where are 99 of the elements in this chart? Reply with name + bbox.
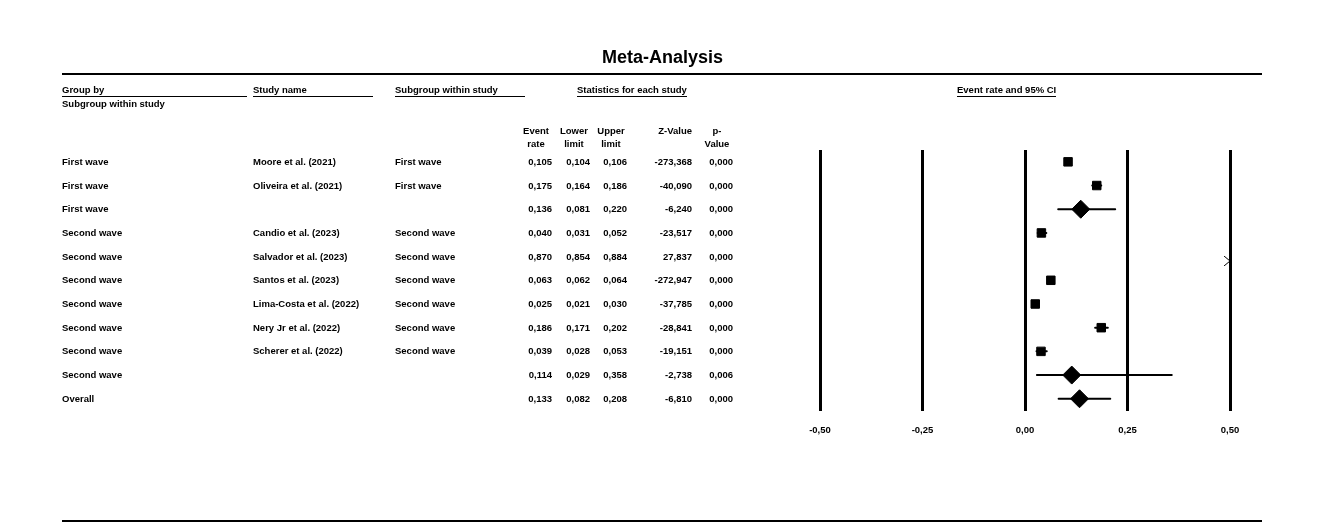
text: Second wave — [62, 345, 123, 357]
text: Second wave — [395, 321, 456, 333]
text: 0,164 — [566, 179, 590, 191]
text: 0,358 — [603, 369, 627, 381]
text: 0,000 — [709, 226, 733, 238]
text: -23,517 — [659, 226, 692, 238]
text: 0,053 — [603, 345, 627, 357]
text: 0,063 — [528, 274, 552, 286]
text: 0,052 — [603, 226, 627, 238]
text: 0,031 — [566, 226, 590, 238]
text: 0,854 — [566, 250, 590, 262]
text: Statistics for each study — [577, 84, 687, 97]
text: Santos et al. (2023) — [253, 274, 340, 286]
category-label: Upper limit — [596, 124, 626, 150]
text: Second wave — [62, 297, 123, 309]
text: 0,202 — [603, 321, 627, 333]
text: Second wave — [395, 250, 456, 262]
text: Second wave — [395, 345, 456, 357]
text: 0,175 — [528, 179, 552, 191]
text: Subgroup within study — [62, 98, 165, 109]
text: 0,028 — [566, 345, 590, 357]
text: 0,030 — [603, 297, 627, 309]
text: Second wave — [62, 369, 123, 381]
text: 0,884 — [603, 250, 627, 262]
text: Candio et al. (2023) — [253, 226, 340, 238]
text: 0,105 — [528, 155, 552, 167]
text: First wave — [395, 179, 442, 191]
x-axis-title: Event rate and 95% CI — [957, 84, 1057, 97]
text: -2,738 — [665, 369, 692, 381]
text: Second wave — [395, 226, 456, 238]
text: Nery Jr et al. (2022) — [253, 321, 341, 333]
text: 0,000 — [709, 179, 733, 191]
text: Oliveira et al. (2021) — [253, 179, 343, 191]
text: 0,025 — [528, 297, 552, 309]
text: 0,021 — [566, 297, 590, 309]
text: 0,133 — [528, 392, 552, 404]
category-label: Study name — [253, 84, 373, 97]
text: 0,186 — [528, 321, 552, 333]
category-label: Subgroup within study — [395, 84, 525, 97]
text: 0,000 — [709, 250, 733, 262]
text: 0,039 — [528, 345, 552, 357]
text: 0,171 — [566, 321, 590, 333]
x-tick-label: 0,50 — [1220, 423, 1240, 435]
text: 0,064 — [603, 274, 627, 286]
text: 0,000 — [709, 392, 733, 404]
text: 0,006 — [709, 369, 733, 381]
x-tick-label: 0,25 — [1118, 423, 1138, 435]
text: Second wave — [62, 250, 123, 262]
text: 0,000 — [709, 155, 733, 167]
text: 0,186 — [603, 179, 627, 191]
text: 0,000 — [709, 203, 733, 215]
x-tick-label: 0,00 — [1015, 423, 1035, 435]
text: -40,090 — [659, 179, 692, 191]
text: 27,837 — [662, 250, 692, 262]
text: -37,785 — [659, 297, 692, 309]
text: Moore et al. (2021) — [253, 155, 336, 167]
text: 0,870 — [528, 250, 552, 262]
text: -19,151 — [659, 345, 692, 357]
text: 0,000 — [709, 274, 733, 286]
text: First wave — [62, 155, 109, 167]
text: 0,082 — [566, 392, 590, 404]
text: Salvador et al. (2023) — [253, 250, 348, 262]
text: Second wave — [395, 274, 456, 286]
text: 0,081 — [566, 203, 590, 215]
text: First wave — [62, 179, 109, 191]
category-label: Lower limit — [559, 124, 589, 150]
category-label: Event rate — [522, 124, 550, 150]
text: Overall — [62, 392, 95, 404]
x-tick-label: -0,50 — [809, 423, 831, 435]
text: 0,000 — [709, 297, 733, 309]
text: First wave — [395, 155, 442, 167]
text: Second wave — [62, 321, 123, 333]
text: 0,040 — [528, 226, 552, 238]
text: First wave — [62, 203, 109, 215]
text: -6,240 — [665, 203, 692, 215]
text: 0,220 — [603, 203, 627, 215]
text: 0,029 — [566, 369, 590, 381]
text: Lima-Costa et al. (2022) — [253, 297, 360, 309]
text: 0,104 — [566, 155, 590, 167]
text: 0,106 — [603, 155, 627, 167]
text: 0,208 — [603, 392, 627, 404]
text: 0,000 — [709, 345, 733, 357]
category-label: p-Value — [703, 124, 731, 150]
text: Scherer et al. (2022) — [253, 345, 343, 357]
text: -28,841 — [659, 321, 692, 333]
text: 0,062 — [566, 274, 590, 286]
text: -272,947 — [654, 274, 692, 286]
text: 0,136 — [528, 203, 552, 215]
text: Second wave — [62, 226, 123, 238]
text: -273,368 — [654, 155, 692, 167]
text: -6,810 — [665, 392, 692, 404]
text: 0,114 — [528, 369, 552, 381]
category-label: Z-Value — [657, 124, 692, 137]
text: Meta-Analysis — [600, 47, 724, 68]
text: Second wave — [395, 297, 456, 309]
x-tick-label: -0,25 — [911, 423, 935, 435]
text: Second wave — [62, 274, 123, 286]
text: 0,000 — [709, 321, 733, 333]
category-label: Group by — [62, 84, 247, 97]
